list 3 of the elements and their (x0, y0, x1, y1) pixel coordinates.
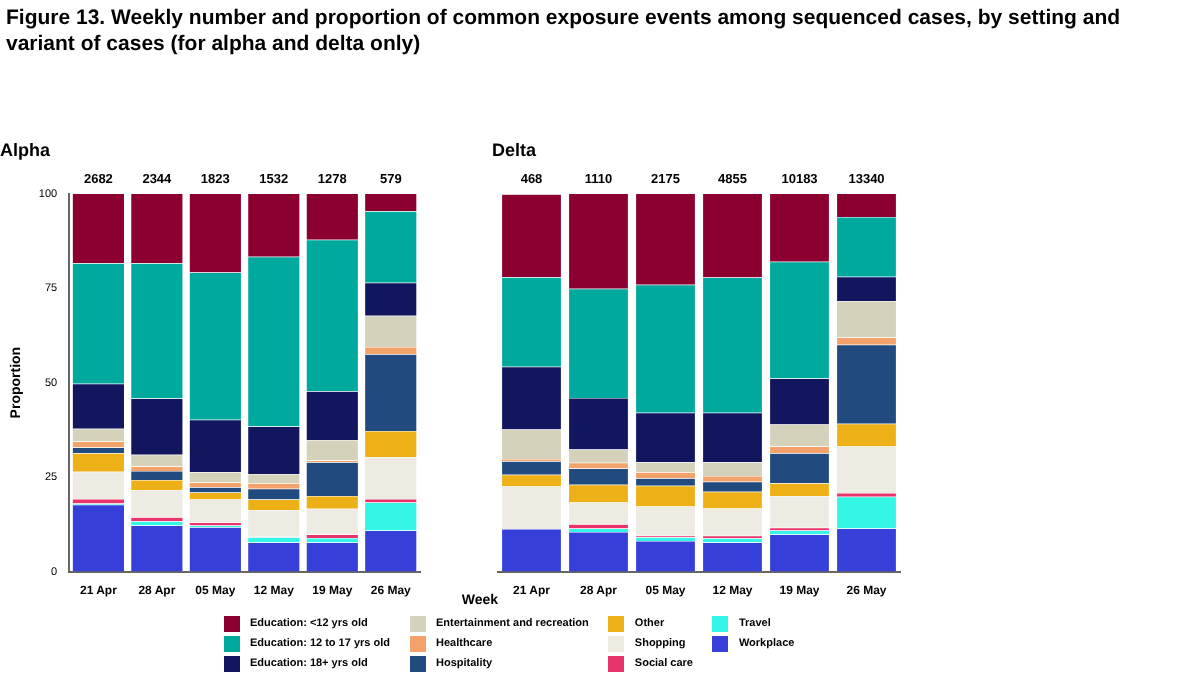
chart-subtitle: Delta (492, 139, 538, 160)
text: Figure 13. Weekly number and proportion of common exposure events among sequenced cases, by setting and variant of cases (for alpha and delta only) (6, 6, 1123, 58)
chart-subtitle: Alpha (0, 139, 52, 160)
